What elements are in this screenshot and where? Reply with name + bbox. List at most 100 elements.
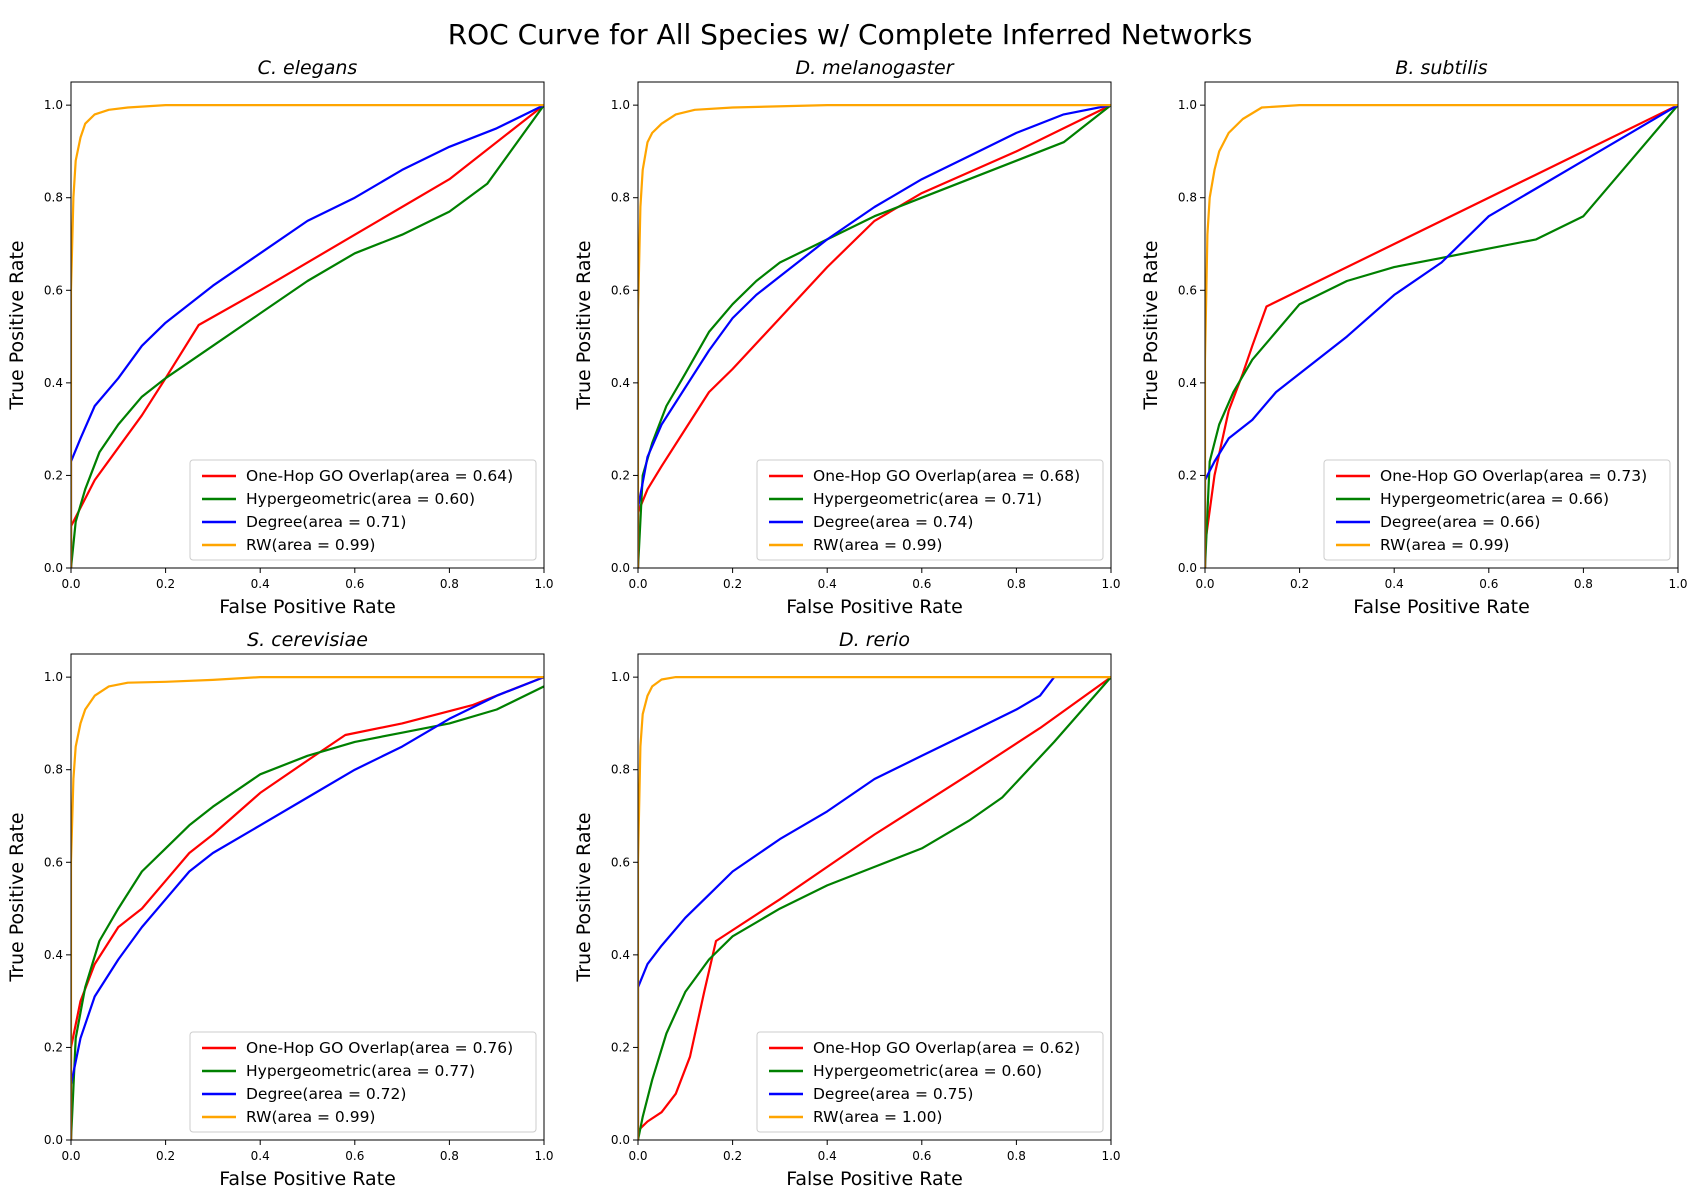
roc-panel-5: D. rerio 0.0 0.0 0.2 0.2 0.4 0.4 0.6 0.6 0.8 0.8 1.… [573, 629, 1121, 1190]
y-tick-label: 0.2 [611, 468, 630, 482]
roc-panel-2: D. melanogaster 0.0 0.0 0.2 0.2 0.4 0.4 0.6 0.6 0… [573, 57, 1121, 618]
roc-line [638, 676, 1056, 1140]
y-tick-label: 0.2 [611, 1040, 630, 1054]
y-axis-label: True Positive Rate [1140, 240, 1162, 410]
y-tick-label: 0.2 [1178, 468, 1197, 482]
x-tick-label: 0.4 [818, 577, 837, 591]
x-tick-label: 0.6 [912, 1149, 931, 1163]
x-tick-label: 0.4 [251, 1149, 270, 1163]
series-lines [71, 675, 544, 1140]
legend-entry: One-Hop GO Overlap(area = 0.64) [246, 467, 513, 485]
x-tick-label: 1.0 [534, 1149, 553, 1163]
panel-title: C. elegans [258, 57, 358, 79]
legend-entry: Degree(area = 0.75) [813, 1085, 973, 1103]
roc-line [1205, 104, 1678, 568]
roc-panel-1: C. elegans 0.0 0.0 0.2 0.2 0.4 0.4 0.6 0.6 0.8 0.8… [6, 57, 554, 618]
roc-line [71, 676, 544, 1140]
series-lines [1205, 103, 1678, 568]
y-axis-label: True Positive Rate [573, 812, 595, 982]
x-tick-label: 0.6 [345, 577, 364, 591]
x-tick-label: 1.0 [1101, 1149, 1120, 1163]
legend-entry: Hypergeometric(area = 0.71) [813, 490, 1042, 508]
roc-panel-4: S. cerevisiae 0.0 0.0 0.2 0.2 0.4 0.4 0.6 0.6 0.8… [6, 629, 554, 1190]
x-tick-label: 0.4 [818, 1149, 837, 1163]
plot-frame [70, 653, 545, 1141]
plot-frame [637, 81, 1112, 569]
y-tick-label: 0.4 [1178, 376, 1197, 390]
y-tick-label: 0.0 [611, 1133, 630, 1147]
roc-line [638, 676, 1111, 1140]
y-tick-label: 1.0 [611, 98, 630, 112]
legend-entry: Degree(area = 0.66) [1380, 513, 1540, 531]
x-tick-label: 0.4 [251, 577, 270, 591]
y-tick-label: 0.0 [1178, 561, 1197, 575]
y-tick-label: 0.4 [611, 948, 630, 962]
series-lines [71, 103, 544, 568]
y-tick-label: 0.4 [44, 376, 63, 390]
y-tick-label: 1.0 [44, 98, 63, 112]
legend-box [189, 459, 537, 561]
legend-entry: Hypergeometric(area = 0.66) [1380, 490, 1609, 508]
y-tick-label: 0.8 [1178, 191, 1197, 205]
y-tick-label: 1.0 [611, 670, 630, 684]
legend-entry: One-Hop GO Overlap(area = 0.62) [813, 1039, 1080, 1057]
roc-line [71, 104, 544, 568]
y-tick-label: 0.6 [44, 283, 63, 297]
panel-title: B. subtilis [1395, 57, 1487, 79]
y-tick-label: 0.0 [44, 1133, 63, 1147]
y-axis-label: True Positive Rate [6, 240, 28, 410]
y-tick-label: 0.8 [611, 191, 630, 205]
figure-title: ROC Curve for All Species w/ Complete In… [447, 18, 1253, 51]
y-tick-label: 0.8 [44, 191, 63, 205]
y-tick-label: 1.0 [44, 670, 63, 684]
legend-box [1323, 459, 1671, 561]
roc-line [1205, 104, 1678, 568]
x-tick-label: 0.0 [61, 577, 80, 591]
x-tick-label: 1.0 [1101, 577, 1120, 591]
legend-entry: Hypergeometric(area = 0.60) [246, 490, 475, 508]
plot-frame [70, 81, 545, 569]
legend-entry: One-Hop GO Overlap(area = 0.76) [246, 1039, 513, 1057]
roc-line [638, 104, 1111, 568]
roc-line [71, 685, 544, 1140]
legend-entry: Hypergeometric(area = 0.60) [813, 1062, 1042, 1080]
x-tick-label: 0.6 [912, 577, 931, 591]
x-tick-label: 0.2 [156, 1149, 175, 1163]
x-tick-label: 0.8 [1007, 577, 1026, 591]
roc-line [638, 675, 1111, 1140]
plot-frame [637, 653, 1112, 1141]
y-tick-label: 0.6 [611, 283, 630, 297]
y-tick-label: 0.4 [611, 376, 630, 390]
roc-line [638, 104, 1111, 568]
x-tick-label: 0.2 [723, 1149, 742, 1163]
legend-entry: Degree(area = 0.74) [813, 513, 973, 531]
x-axis-label: False Positive Rate [219, 596, 396, 618]
plot-frame [1204, 81, 1679, 569]
panel-title: D. melanogaster [795, 57, 954, 79]
y-tick-label: 0.0 [611, 561, 630, 575]
x-tick-label: 0.0 [628, 1149, 647, 1163]
x-axis-label: False Positive Rate [786, 1168, 963, 1190]
x-tick-label: 0.8 [1574, 577, 1593, 591]
roc-panel-3: B. subtilis 0.0 0.0 0.2 0.2 0.4 0.4 0.6 0.6 0.8 0.… [1140, 57, 1688, 618]
roc-line [638, 103, 1111, 568]
y-tick-label: 0.6 [1178, 283, 1197, 297]
legend-entry: One-Hop GO Overlap(area = 0.68) [813, 467, 1080, 485]
x-tick-label: 1.0 [1668, 577, 1687, 591]
legend-entry: RW(area = 0.99) [1380, 536, 1509, 554]
series-lines [638, 675, 1111, 1140]
x-tick-label: 0.2 [1290, 577, 1309, 591]
legend-entry: RW(area = 0.99) [813, 536, 942, 554]
x-tick-label: 0.0 [1195, 577, 1214, 591]
x-tick-label: 0.2 [723, 577, 742, 591]
legend-entry: RW(area = 1.00) [813, 1108, 942, 1126]
x-axis-label: False Positive Rate [1353, 596, 1530, 618]
roc-line [638, 676, 1111, 1140]
panel-title: S. cerevisiae [247, 629, 368, 651]
roc-line [71, 104, 544, 568]
y-axis-label: True Positive Rate [6, 812, 28, 982]
x-tick-label: 0.4 [1385, 577, 1404, 591]
roc-line [1205, 103, 1678, 568]
x-tick-label: 0.6 [345, 1149, 364, 1163]
